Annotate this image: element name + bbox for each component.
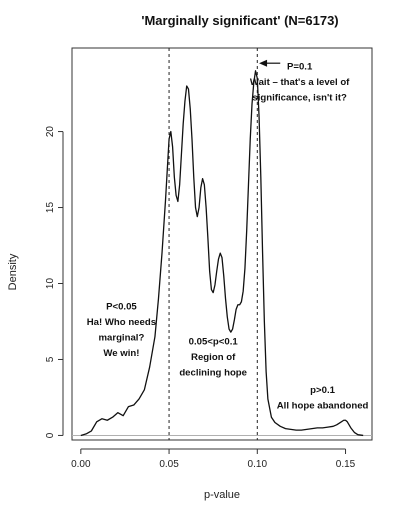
y-tick-label: 5 xyxy=(45,356,56,362)
annotation-line: All hope abandoned xyxy=(277,400,369,411)
x-tick-label: 0.10 xyxy=(248,459,268,470)
plot-frame xyxy=(71,47,373,441)
y-tick-label: 10 xyxy=(45,278,56,290)
annotation-line: P<0.05 xyxy=(106,301,137,312)
x-tick-label: 0.00 xyxy=(71,459,91,470)
y-axis-label: Density xyxy=(7,253,19,290)
annotation-line: 0.05<p<0.1 xyxy=(189,336,239,347)
x-tick-label: 0.05 xyxy=(159,459,179,470)
chart-title: 'Marginally significant' (N=6173) xyxy=(141,13,338,28)
annotation-line: declining hope xyxy=(179,367,247,378)
annotation-line: p>0.1 xyxy=(310,385,335,396)
y-tick-label: 15 xyxy=(45,202,56,214)
density-curve xyxy=(80,70,364,437)
annotation-text: 0.05<p<0.1 Region of declining hope xyxy=(179,336,247,378)
annotation-line: We win! xyxy=(103,348,139,359)
plot-area: 0.00 0.05 0.10 0.15 0 5 10 15 20 P=0.1 Wait – that… xyxy=(45,47,373,470)
annotation-line: P=0.1 xyxy=(287,61,313,72)
annotation-text: P=0.1 Wait – that's a level of significanc… xyxy=(250,61,350,103)
annotation-text: P<0.05 Ha! Who needs marginal? We win! xyxy=(87,301,156,359)
x-tick-label: 0.15 xyxy=(336,459,356,470)
annotation-line: Ha! Who needs xyxy=(87,317,156,328)
annotation-arrow-head xyxy=(259,59,268,67)
annotation-line: significance, isn't it? xyxy=(252,92,347,103)
annotation-line: Wait – that's a level of xyxy=(250,77,350,88)
y-tick-label: 20 xyxy=(45,126,56,138)
annotation-line: marginal? xyxy=(98,332,144,343)
x-axis-label: p-value xyxy=(204,489,240,501)
annotation-text: p>0.1 All hope abandoned xyxy=(277,385,369,412)
y-tick-label: 0 xyxy=(45,432,56,438)
annotation-line: Region of xyxy=(191,352,236,363)
